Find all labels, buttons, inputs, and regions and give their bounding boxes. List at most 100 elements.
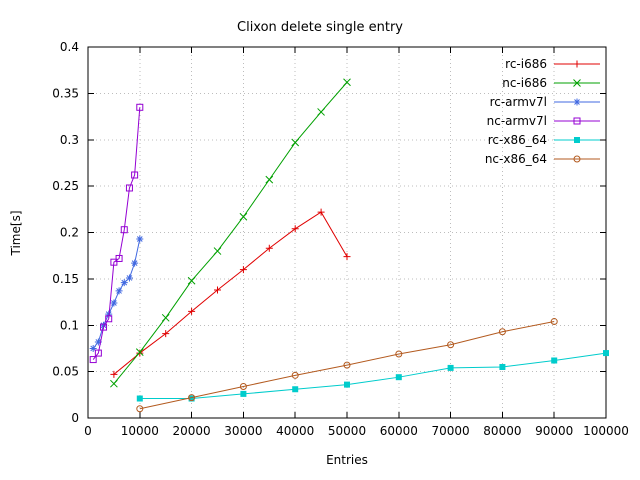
marker-asterisk — [89, 344, 97, 352]
series-line-rc-armv7l — [92, 238, 141, 349]
marker-asterisk — [94, 338, 102, 346]
marker-plus — [136, 349, 144, 357]
marker-cross — [343, 78, 351, 87]
marker-circle-open — [291, 371, 299, 379]
marker-plus — [214, 286, 221, 294]
marker-circle-open — [136, 405, 144, 413]
marker-square-filled — [395, 374, 402, 381]
marker-plus — [291, 225, 299, 233]
x-tick-label: 90000 — [535, 424, 573, 438]
marker-circle-open — [343, 361, 351, 369]
marker-circle-open — [447, 341, 455, 349]
marker-cross — [317, 108, 325, 116]
marker-cross — [265, 175, 274, 184]
legend-label: rc-i686 — [505, 57, 547, 71]
marker-square-open — [100, 323, 108, 331]
marker-asterisk — [115, 287, 123, 295]
marker-cross — [135, 348, 144, 357]
legend-item-nc-x86_64: nc-x86_64 — [485, 152, 600, 166]
chart-title: Clixon delete single entry — [237, 20, 403, 35]
y-tick-label: 0.35 — [52, 86, 79, 100]
marker-cross — [291, 138, 300, 147]
marker-square-open — [105, 315, 113, 323]
marker-square-open — [125, 184, 133, 192]
marker-square-filled — [574, 137, 580, 143]
x-axis-label: Entries — [326, 453, 368, 467]
marker-asterisk — [573, 98, 581, 106]
legend-label: rc-armv7l — [490, 95, 547, 109]
marker-cross — [573, 79, 581, 87]
marker-plus — [110, 370, 118, 378]
legend-label: nc-i686 — [502, 76, 547, 90]
marker-square-filled — [292, 386, 299, 393]
marker-square-open — [110, 258, 118, 266]
x-tick-label: 40000 — [276, 424, 314, 438]
series-line-rc-x86_64 — [139, 352, 607, 400]
marker-circle-open — [395, 350, 403, 358]
marker-square-filled — [344, 381, 350, 388]
x-tick-label: 30000 — [224, 424, 262, 438]
marker-square-open — [115, 254, 123, 262]
y-tick-label: 0.1 — [60, 318, 79, 332]
legend-label: nc-x86_64 — [485, 152, 547, 166]
x-tick-label: 70000 — [432, 424, 470, 438]
marker-square-open — [94, 349, 102, 357]
marker-cross — [213, 247, 222, 255]
legend-item-rc-x86_64: rc-x86_64 — [488, 133, 600, 147]
y-tick-label: 0.05 — [52, 365, 79, 379]
marker-square-filled — [240, 390, 247, 397]
marker-circle-open — [573, 155, 581, 163]
marker-circle-open — [498, 328, 506, 336]
x-tick-label: 50000 — [328, 424, 366, 438]
marker-asterisk — [131, 259, 139, 267]
marker-plus — [162, 330, 170, 338]
series-line-rc-i686 — [113, 211, 348, 375]
marker-square-open — [136, 103, 144, 111]
series-line-nc-armv7l — [92, 107, 141, 360]
marker-square-filled — [603, 350, 609, 357]
marker-square-filled — [447, 364, 454, 371]
series-layer — [89, 78, 609, 413]
marker-plus — [573, 60, 581, 68]
legend-label: nc-armv7l — [487, 114, 547, 128]
x-tick-label: 100000 — [583, 424, 629, 438]
x-tick-label: 60000 — [380, 424, 418, 438]
marker-square-filled — [136, 395, 143, 402]
legend-item-nc-armv7l: nc-armv7l — [487, 114, 600, 128]
series-line-nc-x86_64 — [139, 321, 555, 410]
marker-cross — [110, 379, 118, 388]
x-tick-label: 10000 — [121, 424, 159, 438]
marker-circle-open — [188, 394, 196, 402]
x-tick-label: 80000 — [483, 424, 521, 438]
y-tick-label: 0.15 — [52, 272, 79, 286]
legend-item-rc-i686: rc-i686 — [505, 57, 600, 71]
marker-plus — [239, 266, 247, 274]
marker-asterisk — [110, 299, 118, 307]
marker-square-filled — [188, 395, 195, 402]
marker-asterisk — [100, 321, 108, 329]
y-tick-label: 0.4 — [60, 40, 79, 54]
y-axis-label: Time[s] — [9, 211, 23, 257]
marker-plus — [265, 244, 273, 252]
x-tick-label: 20000 — [173, 424, 211, 438]
marker-square-open — [120, 226, 128, 234]
marker-circle-open — [239, 382, 247, 390]
y-tick-label: 0.2 — [60, 226, 79, 240]
y-tick-label: 0 — [71, 411, 79, 425]
marker-square-open — [89, 356, 97, 364]
y-tick-label: 0.3 — [60, 133, 79, 147]
axis-layer: 0 10000 20000 30000 40000 50000 60000 70000 8000… — [52, 40, 629, 438]
marker-square-open — [573, 117, 581, 125]
marker-cross — [187, 276, 196, 285]
y-tick-label: 0.25 — [52, 179, 79, 193]
marker-cross — [239, 212, 248, 221]
legend-label: rc-x86_64 — [488, 133, 547, 147]
marker-cross — [161, 313, 170, 322]
series-line-nc-i686 — [113, 81, 348, 384]
marker-plus — [188, 307, 196, 315]
marker-plus — [317, 208, 325, 216]
marker-circle-open — [550, 318, 558, 326]
legend-item-rc-armv7l: rc-armv7l — [490, 95, 600, 109]
